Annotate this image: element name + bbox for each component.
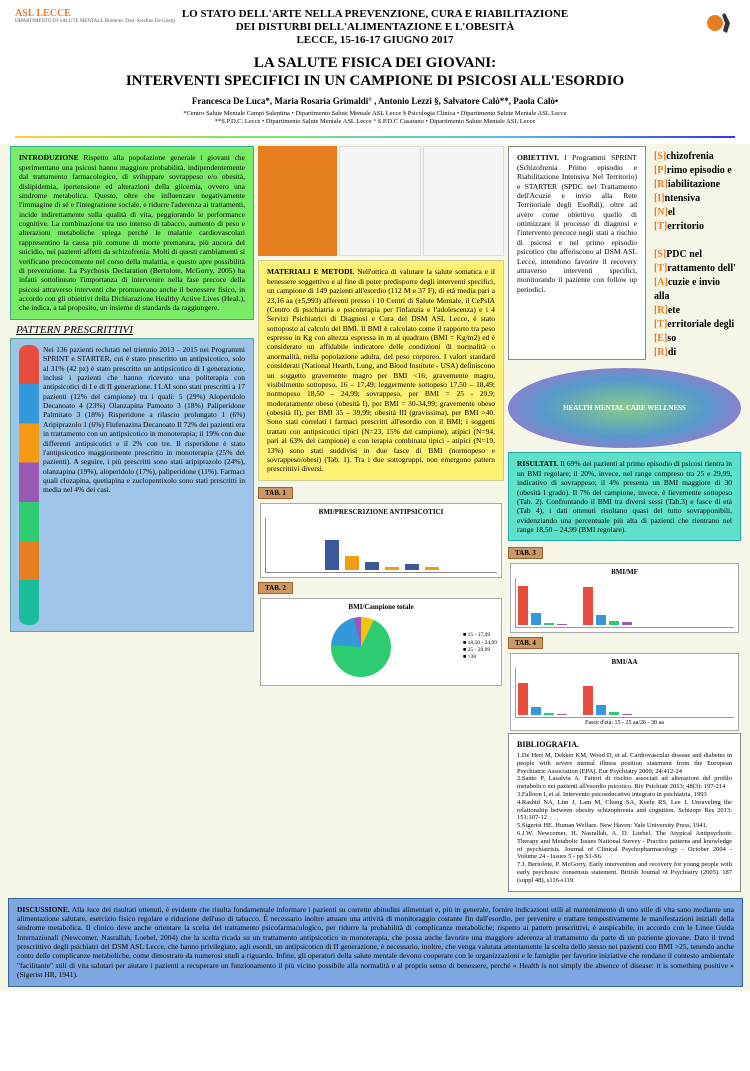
pie-chart: [331, 617, 391, 677]
tab4-label: TAB. 4: [508, 637, 543, 649]
materiali-title: MATERIALI E METODI.: [267, 267, 354, 276]
authors: Francesca De Luca*, Maria Rosaria Grimal…: [15, 96, 735, 106]
col-left: INTRODUZIONE Rispetto alla popolazione g…: [8, 144, 256, 897]
obiettivi-body: I Programmi SPRINT (Schizofrenia Primo e…: [517, 153, 637, 293]
intro-title: INTRODUZIONE: [19, 153, 79, 162]
biblio-box: BIBLIOGRAFIA. 1.De Hert M, Dekker KM, Wo…: [508, 733, 741, 891]
risultati-box: RISULTATI. Il 69% dei pazienti al primo …: [508, 452, 741, 541]
discussione-body: Alla luce dei risultati ottenuti, è evid…: [17, 905, 734, 980]
ref-2: 2.Santo P, Lasalvia A. Fattori di rischi…: [517, 775, 732, 791]
risultati-body: Il 69% dei pazienti al primo episodio di…: [517, 459, 732, 534]
ref-5: 5.Sigerist HE. Human Welfare. New Haven:…: [517, 822, 732, 830]
poster-header: ASL LECCE DIPARTIMENTO DI SALUTE MENTALE…: [0, 0, 750, 130]
biblio-title: BIBLIOGRAFIA.: [517, 740, 732, 750]
tab3-label: TAB. 3: [508, 547, 543, 559]
poster-body: INTRODUZIONE Rispetto alla popolazione g…: [0, 144, 750, 990]
discussione-title: DISCUSSIONE.: [17, 905, 70, 914]
intro-box: INTRODUZIONE Rispetto alla popolazione g…: [10, 146, 254, 319]
obiettivi-title: OBIETTIVI.: [517, 153, 559, 162]
pie-legend: ■ 15 - 17,49■ 18,50 - 24,99■ 25 - 29,99■…: [463, 632, 497, 661]
materiali-body: Nell'ottica di valutare la salute somati…: [267, 267, 495, 473]
pamphlet-cover: [258, 146, 337, 256]
color-divider: [15, 136, 735, 138]
pattern-body: Nei 136 pazienti reclutati nel triennio …: [43, 345, 245, 495]
ref-4: 4.Rashid NA, Lim J, Lam M, Chong SA, Kee…: [517, 799, 732, 822]
tab1-label: TAB. 1: [258, 487, 293, 499]
ref-6: 6.J.W. Newcomer, H. Nasrallah, A. D. Loe…: [517, 830, 732, 861]
affiliations: *Centro Salute Mentale Campi Salentina •…: [15, 110, 735, 127]
ref-1: 1.De Hert M, Dekker KM, Wood D, et al. C…: [517, 752, 732, 775]
intro-body: Rispetto alla popolazione generale i gio…: [19, 153, 245, 312]
chart-bmi-prescrizione: BMI/PRESCRIZIONE ANTIPSICOTICI: [260, 503, 502, 578]
pills-image: [19, 345, 39, 625]
conf-icon: [705, 8, 735, 38]
wordcloud-image: HEALTH MENTAL CARE WELLNESS: [508, 368, 741, 448]
pamphlet-page2: [423, 146, 504, 256]
col-mid: MATERIALI E METODI. Nell'ottica di valut…: [256, 144, 506, 897]
org-sub: DIPARTIMENTO DI SALUTE MENTALE Direttore…: [15, 19, 175, 24]
ref-3: 3.Falloon I, et al. Intervento psicoeduc…: [517, 791, 732, 799]
chart-bmi-mf: BMI/MF: [510, 563, 739, 633]
materiali-box: MATERIALI E METODI. Nell'ottica di valut…: [258, 260, 504, 480]
sprint-acronym: [S]chizofrenia [P]rimo episodio e [R]iab…: [650, 146, 741, 364]
col-right: OBIETTIVI. I Programmi SPRINT (Schizofre…: [506, 144, 743, 897]
org-name: ASL LECCE: [15, 8, 71, 19]
obiettivi-box: OBIETTIVI. I Programmi SPRINT (Schizofre…: [508, 146, 646, 360]
risultati-title: RISULTATI.: [517, 459, 558, 468]
chart-bmi-aa: BMI/AA Fasce d'età: 15 - 25 aa/26 - 30 a…: [510, 653, 739, 731]
ref-7: 7.J. Bertolote, P. McGorry. Early interv…: [517, 861, 732, 884]
bar-chart-1: [265, 518, 497, 573]
chart-bmi-totale: BMI/Campione totale ■ 15 - 17,49■ 18,50 …: [260, 598, 502, 686]
tab2-label: TAB. 2: [258, 582, 293, 594]
pamphlet-image: [258, 146, 504, 256]
pattern-heading: PATTERN PRESCRITTIVI: [10, 324, 254, 336]
poster-title: LA SALUTE FISICA DEI GIOVANI: INTERVENTI…: [15, 54, 735, 90]
pamphlet-page1: [339, 146, 420, 256]
discussion-row: DISCUSSIONE. Alla luce dei risultati ott…: [8, 898, 743, 991]
discussione-box: DISCUSSIONE. Alla luce dei risultati ott…: [8, 898, 743, 987]
pattern-box: Nei 136 pazienti reclutati nel triennio …: [10, 338, 254, 632]
org-logo: ASL LECCE DIPARTIMENTO DI SALUTE MENTALE…: [15, 8, 175, 24]
